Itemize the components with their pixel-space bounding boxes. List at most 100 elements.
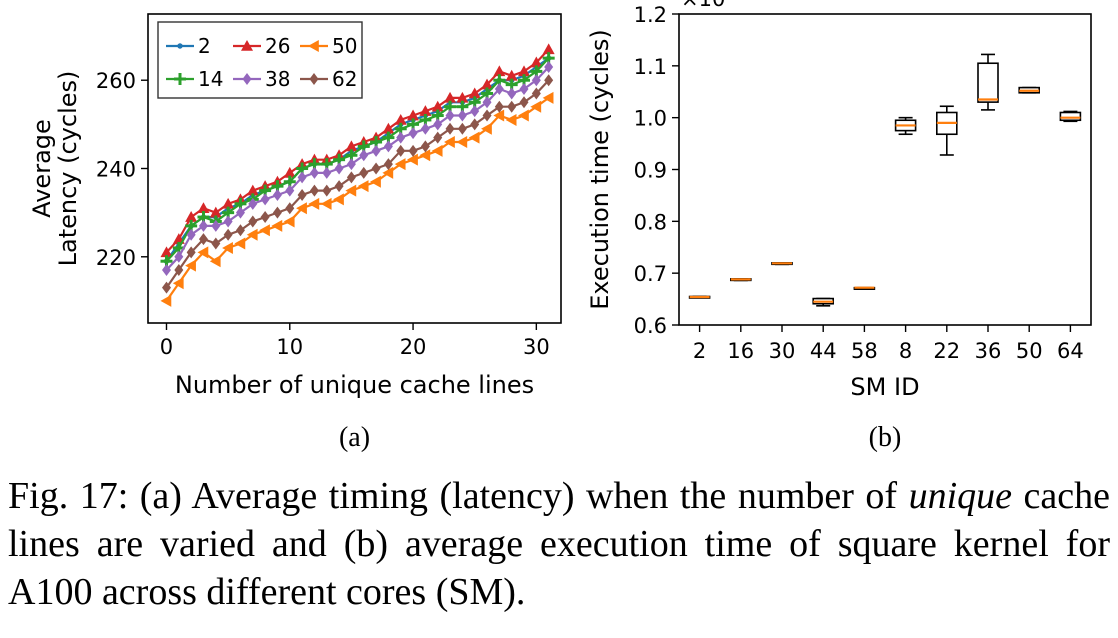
point-50-10 (283, 215, 295, 228)
y-axis-label-line-0: Average (28, 119, 56, 218)
point-38-24 (457, 109, 467, 122)
box-8 (894, 116, 917, 136)
series-14 (160, 52, 555, 268)
point-62-15 (346, 171, 356, 184)
point-62-5 (223, 228, 233, 241)
point-50-18 (382, 166, 394, 179)
point-38-20 (408, 127, 418, 140)
x-tick-label-30: 30 (523, 335, 550, 359)
point-50-3 (197, 246, 209, 259)
caption-emphasis: unique (908, 475, 1013, 517)
point-38-0 (161, 264, 171, 277)
point-26-19 (394, 113, 407, 125)
point-26-28 (505, 69, 518, 81)
point-50-19 (394, 158, 406, 171)
point-38-18 (383, 140, 393, 153)
x-tick-label-0: 0 (160, 335, 173, 359)
point-26-31 (542, 43, 555, 55)
y-tick-label-240: 240 (96, 158, 136, 182)
point-62-0 (161, 281, 171, 294)
point-50-6 (234, 237, 246, 250)
point-26-22 (431, 100, 444, 112)
point-62-10 (285, 202, 295, 215)
box-body-36 (977, 62, 999, 103)
legend-box (157, 21, 363, 99)
point-26-30 (530, 56, 543, 68)
point-38-22 (433, 118, 443, 131)
point-26-29 (518, 65, 531, 77)
point-38-5 (223, 215, 233, 228)
point-38-12 (309, 166, 319, 179)
x-tick-label-20: 20 (400, 335, 427, 359)
box-30 (771, 261, 793, 266)
point-50-15 (345, 184, 357, 197)
legend-label-26: 26 (265, 34, 290, 58)
series-50 (160, 91, 554, 307)
y-axis-label-a: AverageLatency (cycles) (28, 71, 82, 267)
point-62-21 (420, 140, 430, 153)
box-64 (1059, 110, 1082, 123)
point-62-12 (309, 184, 319, 197)
point-62-2 (186, 246, 196, 259)
point-38-16 (359, 149, 369, 162)
point-50-28 (505, 113, 517, 126)
point-26-25 (468, 87, 481, 99)
series-38 (161, 60, 554, 277)
point-62-3 (198, 233, 208, 246)
x-tick-label-36: 36 (975, 339, 1002, 363)
point-38-9 (272, 188, 282, 201)
y-axis-label-line-1: Latency (cycles) (54, 71, 82, 267)
point-62-26 (482, 109, 492, 122)
legend-marker-14 (174, 73, 186, 85)
point-26-15 (345, 140, 358, 152)
point-50-1 (172, 277, 184, 290)
point-26-21 (419, 105, 432, 116)
y-offset-text: ×10 (681, 0, 725, 11)
point-62-8 (260, 211, 270, 224)
point-50-26 (481, 122, 492, 135)
point-62-18 (383, 158, 393, 171)
figure-caption: Fig. 17: (a) Average timing (latency) wh… (8, 472, 1110, 616)
point-62-20 (408, 144, 418, 157)
series-26 (160, 43, 555, 258)
point-38-15 (346, 158, 356, 171)
point-38-14 (334, 162, 344, 175)
point-50-8 (259, 224, 270, 237)
point-62-24 (457, 122, 467, 135)
point-38-4 (211, 219, 221, 232)
point-38-11 (297, 171, 307, 184)
point-62-13 (322, 184, 332, 197)
point-26-7 (246, 184, 259, 196)
point-50-25 (468, 131, 480, 144)
point-62-27 (494, 100, 504, 113)
legend-label-50: 50 (332, 34, 357, 58)
y-tick-label-0.7: 0.7 (634, 262, 667, 286)
point-38-25 (470, 105, 480, 118)
x-axis-label-b: SM ID (850, 373, 919, 401)
point-38-27 (494, 83, 504, 96)
legend-a: 2 26 50 14 38 62 (157, 21, 363, 99)
point-50-29 (518, 109, 529, 122)
x-tick-label-2: 2 (693, 339, 706, 363)
point-26-26 (481, 78, 494, 90)
legend-label-2: 2 (198, 34, 211, 58)
y-tick-label-220: 220 (96, 246, 136, 270)
x-tick-label-58: 58 (851, 339, 878, 363)
box-44 (812, 297, 835, 307)
x-tick-label-50: 50 (1016, 339, 1043, 363)
x-tick-label-10: 10 (276, 335, 303, 359)
x-tick-label-22: 22 (933, 339, 960, 363)
point-50-24 (456, 136, 468, 149)
point-62-6 (235, 224, 245, 237)
point-50-22 (431, 144, 443, 157)
point-38-23 (445, 109, 455, 122)
series-line-14 (165, 57, 550, 262)
point-50-23 (444, 136, 455, 149)
point-50-9 (271, 219, 283, 232)
point-50-4 (209, 255, 221, 268)
box-36 (977, 53, 999, 111)
point-50-13 (320, 197, 332, 210)
point-38-17 (371, 144, 381, 157)
x-tick-label-44: 44 (810, 339, 837, 363)
series-line-62 (165, 79, 550, 289)
